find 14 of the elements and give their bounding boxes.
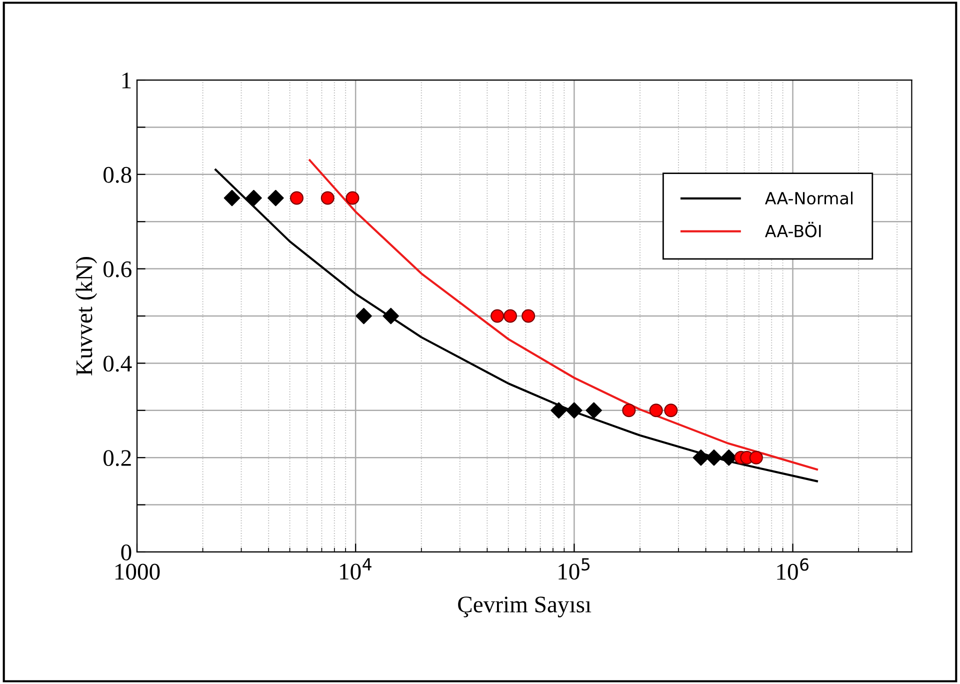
y-tick-label: 0 xyxy=(121,544,132,560)
legend-label: AA-BÖI xyxy=(764,222,821,238)
y-tick-label: 0.6 xyxy=(104,261,132,278)
x-tick-label: 1000 xyxy=(115,564,160,580)
x-tick-label: 10$^{6}$ xyxy=(777,558,809,580)
y-tick-label: 1 xyxy=(122,72,131,88)
y-tick-label: 0.4 xyxy=(104,356,132,372)
x-tick-label: 10$^{4}$ xyxy=(340,558,372,580)
legend-label: AA-Normal xyxy=(764,192,852,205)
x-tick-label: 10$^{5}$ xyxy=(558,558,590,580)
y-tick-label: 0.2 xyxy=(104,450,131,466)
y-tick-label: 0.8 xyxy=(104,166,132,183)
y-axis-title: Kuvvet (kN) xyxy=(76,257,98,376)
x-axis-title: Çevrim Sayısı xyxy=(458,596,592,618)
